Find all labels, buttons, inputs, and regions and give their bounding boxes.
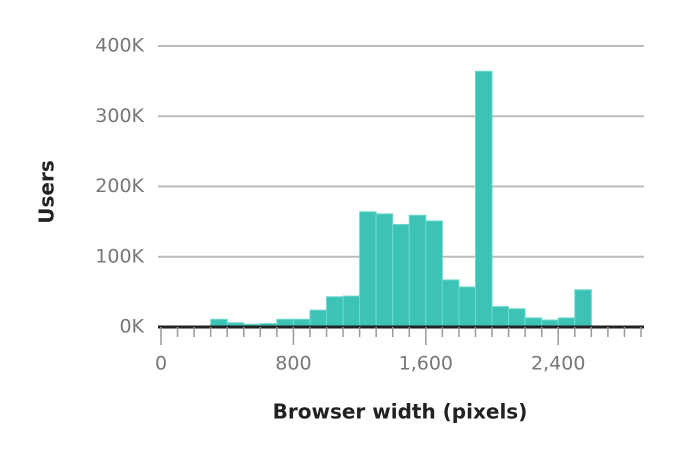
bar bbox=[392, 223, 410, 328]
bar bbox=[574, 289, 592, 328]
y-tick-label: 100K bbox=[95, 245, 144, 267]
bar bbox=[309, 309, 328, 328]
bar bbox=[359, 211, 377, 328]
bar bbox=[425, 220, 443, 328]
bar bbox=[375, 213, 394, 328]
y-tick-label: 200K bbox=[95, 175, 144, 197]
bar bbox=[458, 286, 476, 328]
bar bbox=[408, 214, 427, 328]
bar bbox=[508, 308, 526, 328]
x-tick-label: 800 bbox=[275, 353, 311, 375]
bar bbox=[491, 306, 510, 328]
y-tick-label: 300K bbox=[95, 105, 144, 127]
y-tick-label: 400K bbox=[95, 35, 144, 57]
y-tick-label: 0K bbox=[119, 316, 144, 338]
bar bbox=[474, 70, 493, 328]
x-tick-label: 1,600 bbox=[399, 353, 453, 375]
y-axis-title: Users bbox=[35, 160, 59, 223]
bar bbox=[342, 295, 361, 328]
bar bbox=[441, 279, 460, 328]
bar bbox=[326, 296, 344, 328]
x-tick-label: 2,400 bbox=[531, 353, 585, 375]
x-axis-title: Browser width (pixels) bbox=[273, 400, 528, 424]
x-tick-label: 0 bbox=[155, 353, 167, 375]
